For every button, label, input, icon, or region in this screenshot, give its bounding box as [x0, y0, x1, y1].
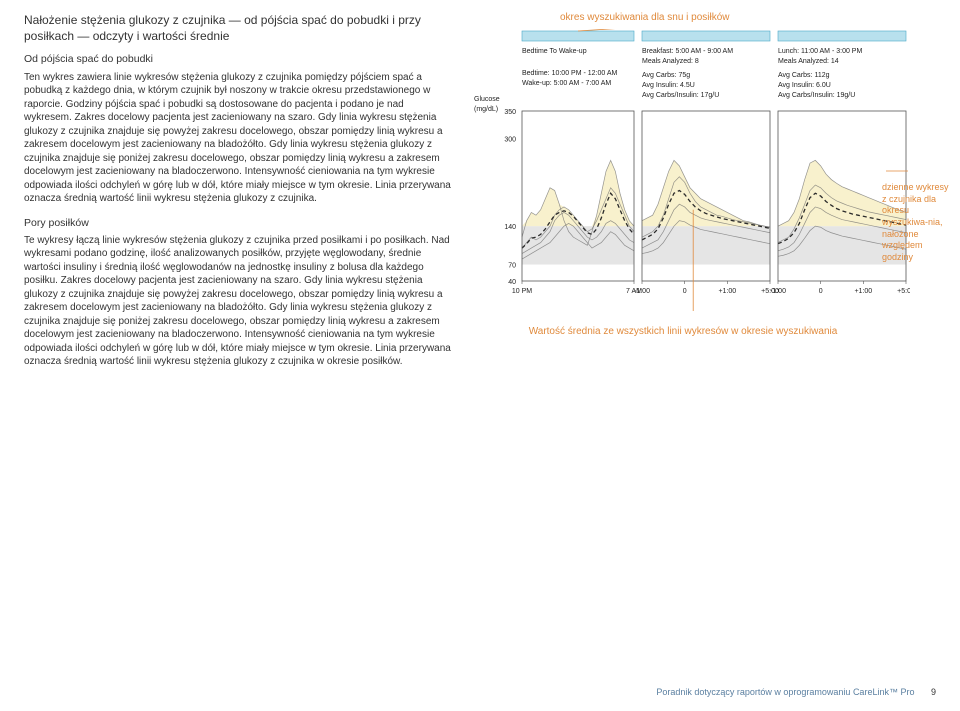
paragraph-2: Te wykresy łączą linie wykresów stężenia… — [24, 234, 454, 369]
svg-text:300: 300 — [504, 136, 516, 143]
svg-text:Avg Carbs: 112g: Avg Carbs: 112g — [778, 72, 830, 79]
glucose-chart: Bedtime To Wake-up Bedtime: 10:00 PM - 12… — [470, 29, 910, 319]
svg-text:-1:00: -1:00 — [770, 288, 786, 295]
chart-top-title: okres wyszukiwania dla snu i posiłków — [470, 12, 936, 23]
svg-text:0: 0 — [683, 288, 687, 295]
chart-caption: Wartość średnia ze wszystkich linii wykr… — [510, 325, 856, 338]
svg-text:70: 70 — [508, 263, 516, 270]
svg-text:Bedtime To Wake-up: Bedtime To Wake-up — [522, 48, 587, 55]
left-column: Nałożenie stężenia glukozy z czujnika — … — [24, 12, 454, 379]
svg-text:Meals Analyzed: 8: Meals Analyzed: 8 — [642, 58, 699, 65]
chart-container: Bedtime To Wake-up Bedtime: 10:00 PM - 12… — [470, 29, 936, 319]
svg-text:Bedtime: 10:00 PM - 12:00 AM: Bedtime: 10:00 PM - 12:00 AM — [522, 70, 617, 77]
svg-text:Avg Insulin: 4.5U: Avg Insulin: 4.5U — [642, 82, 695, 89]
svg-text:Avg Carbs/Insulin: 19g/U: Avg Carbs/Insulin: 19g/U — [778, 92, 855, 99]
right-column: okres wyszukiwania dla snu i posiłków Be… — [470, 12, 936, 379]
page-root: Nałożenie stężenia glukozy z czujnika — … — [24, 12, 936, 379]
svg-text:+1:00: +1:00 — [718, 288, 736, 295]
svg-text:Lunch: 11:00 AM - 3:00 PM: Lunch: 11:00 AM - 3:00 PM — [778, 48, 862, 55]
subtitle-2: Pory posiłków — [24, 216, 454, 230]
svg-text:Wake-up: 5:00 AM - 7:00 AM: Wake-up: 5:00 AM - 7:00 AM — [522, 80, 611, 87]
svg-text:350: 350 — [504, 109, 516, 116]
section-title: Nałożenie stężenia glukozy z czujnika — … — [24, 12, 454, 44]
subtitle-1: Od pójścia spać do pobudki — [24, 52, 454, 66]
svg-text:(mg/dL): (mg/dL) — [474, 106, 498, 113]
svg-text:Glucose: Glucose — [474, 96, 500, 103]
paragraph-1: Ten wykres zawiera linie wykresów stężen… — [24, 71, 454, 206]
page-footer: Poradnik dotyczący raportów w oprogramow… — [656, 687, 936, 697]
page-number: 9 — [931, 687, 936, 697]
svg-text:40: 40 — [508, 279, 516, 286]
svg-text:Meals Analyzed: 14: Meals Analyzed: 14 — [778, 58, 839, 65]
svg-text:140: 140 — [504, 224, 516, 231]
svg-text:0: 0 — [819, 288, 823, 295]
svg-text:Avg Carbs: 75g: Avg Carbs: 75g — [642, 72, 690, 79]
svg-text:Breakfast: 5:00 AM - 9:00 AM: Breakfast: 5:00 AM - 9:00 AM — [642, 48, 733, 55]
svg-text:-1:00: -1:00 — [634, 288, 650, 295]
side-annotation: dzienne wykresy z czujnika dla okresu wy… — [882, 182, 954, 264]
svg-text:10 PM: 10 PM — [512, 288, 532, 295]
svg-text:+1:00: +1:00 — [854, 288, 872, 295]
svg-text:Avg Carbs/Insulin: 17g/U: Avg Carbs/Insulin: 17g/U — [642, 92, 719, 99]
footer-text: Poradnik dotyczący raportów w oprogramow… — [656, 687, 914, 697]
svg-text:+5:00: +5:00 — [897, 288, 910, 295]
svg-text:Avg Insulin: 6.0U: Avg Insulin: 6.0U — [778, 82, 831, 89]
